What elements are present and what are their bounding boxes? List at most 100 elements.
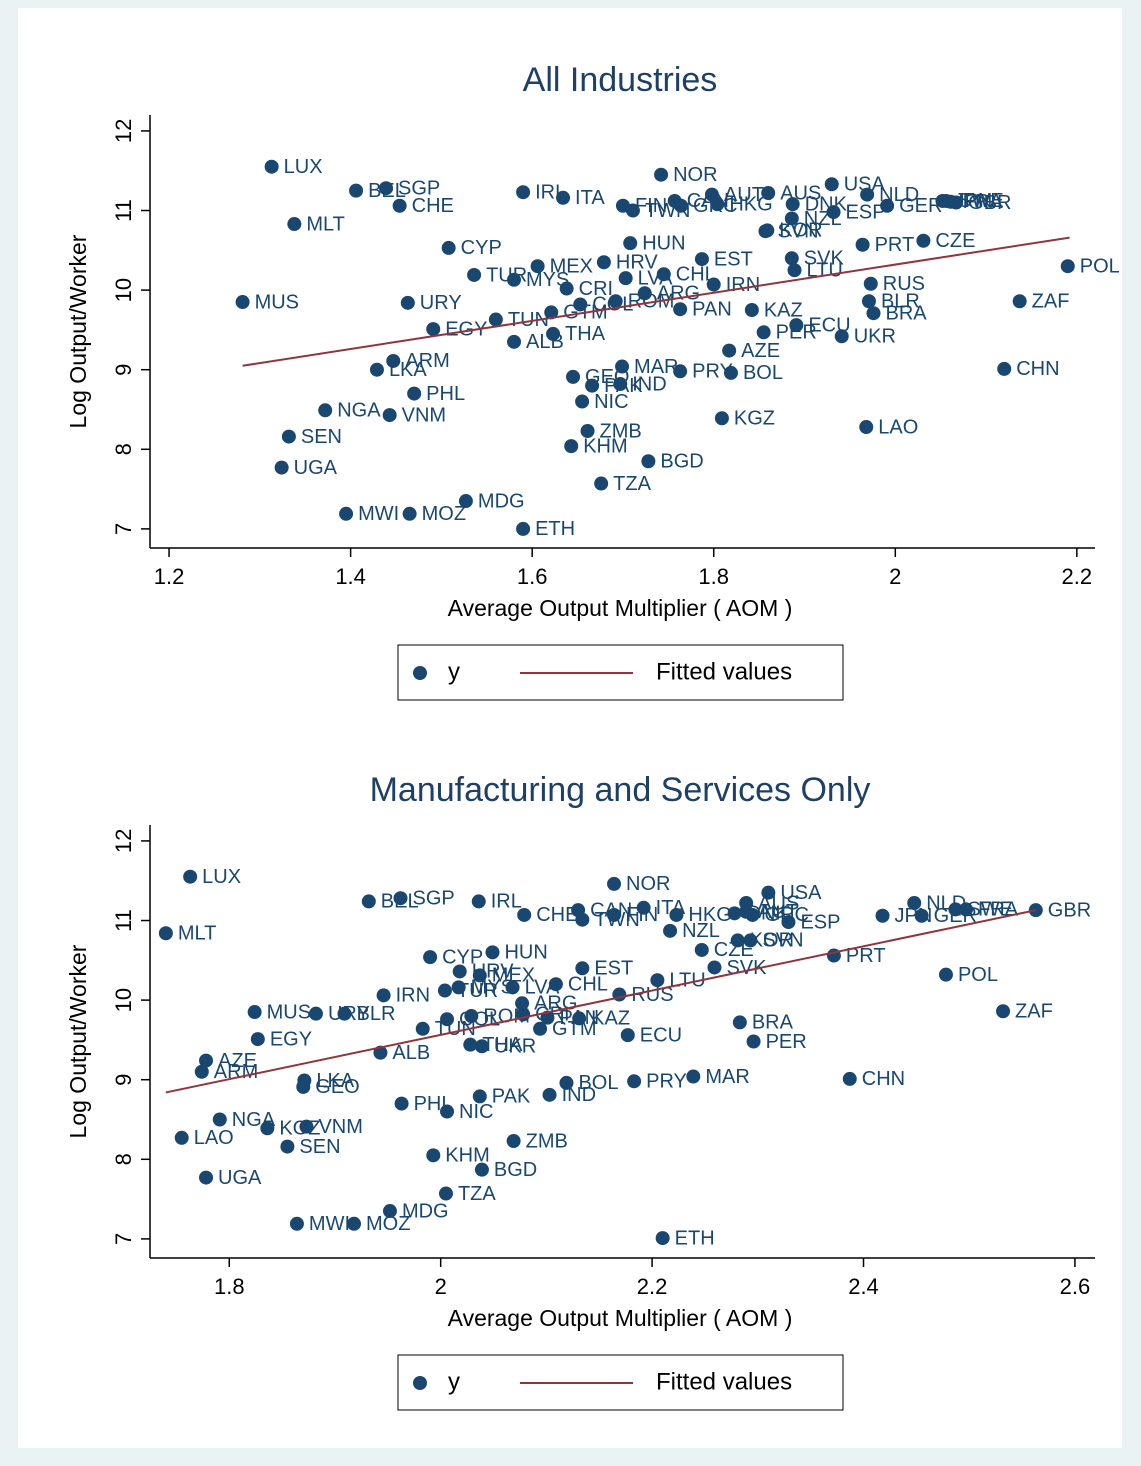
point-label: ESP xyxy=(800,911,840,933)
point-label: GEO xyxy=(315,1076,359,1098)
point xyxy=(784,211,799,226)
point-label: MAR xyxy=(634,356,678,378)
point xyxy=(546,326,561,341)
point xyxy=(347,1216,362,1231)
point xyxy=(607,907,622,922)
y-axis-title: Log Output/Worker xyxy=(65,944,91,1138)
point-label: GBR xyxy=(1048,899,1091,921)
point-label: KOR xyxy=(779,220,822,242)
x-tick-label: 1.8 xyxy=(214,1274,245,1299)
point-label: ARM xyxy=(214,1061,258,1083)
point xyxy=(710,197,725,212)
x-tick-label: 2.6 xyxy=(1060,1274,1091,1299)
point xyxy=(761,186,776,201)
point xyxy=(194,1064,209,1079)
point-label: BGD xyxy=(494,1159,537,1181)
point xyxy=(996,1004,1011,1019)
point-label: GBR xyxy=(968,192,1011,214)
point xyxy=(914,908,929,923)
point-label: IND xyxy=(562,1084,596,1106)
point xyxy=(488,312,503,327)
point-label: MWI xyxy=(309,1213,350,1235)
point xyxy=(842,1071,857,1086)
point-label: TUN xyxy=(508,309,549,331)
point-label: TZA xyxy=(458,1183,496,1205)
point xyxy=(463,1037,478,1052)
point xyxy=(280,1139,295,1154)
point-label: EGY xyxy=(270,1028,312,1050)
point xyxy=(714,411,729,426)
point-label: UGA xyxy=(294,457,338,479)
point xyxy=(761,885,776,900)
x-tick-label: 1.2 xyxy=(154,564,185,589)
point xyxy=(437,983,452,998)
point-label: IRN xyxy=(396,985,430,1007)
point-label: GER xyxy=(899,195,942,217)
point-label: UGA xyxy=(218,1167,262,1189)
point xyxy=(318,403,333,418)
point xyxy=(573,297,588,312)
point xyxy=(339,506,354,521)
y-tick-label: 10 xyxy=(111,988,136,1012)
point-label: SGP xyxy=(398,178,440,200)
point-label: BRA xyxy=(752,1012,794,1034)
point-label: BGD xyxy=(660,451,703,473)
point xyxy=(746,1034,761,1049)
point xyxy=(287,217,302,232)
x-tick-label: 2.2 xyxy=(1062,564,1093,589)
point xyxy=(369,362,384,377)
chart-title: All Industries xyxy=(523,61,718,99)
point xyxy=(440,1012,455,1027)
point xyxy=(485,945,500,960)
point-label: CZE xyxy=(714,939,754,961)
point xyxy=(505,980,520,995)
point xyxy=(515,996,530,1011)
fitted-line xyxy=(165,909,1037,1094)
point xyxy=(289,1216,304,1231)
point xyxy=(625,203,640,218)
point-label: SWE xyxy=(967,899,1013,921)
point-label: MYS xyxy=(471,977,514,999)
point xyxy=(400,295,415,310)
point xyxy=(559,1075,574,1090)
point xyxy=(1012,294,1027,309)
point xyxy=(382,1204,397,1219)
legend-label: y xyxy=(448,658,460,685)
legend-label: Fitted values xyxy=(656,1368,792,1395)
point xyxy=(337,1006,352,1021)
x-tick-label: 2 xyxy=(889,564,901,589)
point xyxy=(458,494,473,509)
point-label: BOL xyxy=(578,1072,618,1094)
y-axis-title: Log Output/Worker xyxy=(65,234,91,428)
point xyxy=(781,915,796,930)
point-label: KGZ xyxy=(279,1118,320,1140)
point xyxy=(739,896,754,911)
point xyxy=(174,1130,189,1145)
point xyxy=(596,255,611,270)
point-label: AUT xyxy=(724,184,764,206)
point xyxy=(722,343,737,358)
point-label: KGZ xyxy=(734,408,775,430)
point xyxy=(452,964,467,979)
point-label: AZE xyxy=(218,1050,257,1072)
point-label: LVA xyxy=(525,977,560,999)
point xyxy=(212,1112,227,1127)
point-label: CHN xyxy=(862,1068,905,1090)
point xyxy=(855,237,870,252)
x-tick-label: 1.6 xyxy=(517,564,548,589)
point-label: MLT xyxy=(178,923,217,945)
point xyxy=(379,181,394,196)
point-label: MDG xyxy=(402,1200,449,1222)
point xyxy=(260,1121,275,1136)
chart-title: Manufacturing and Services Only xyxy=(370,771,871,809)
y-tick-label: 11 xyxy=(111,199,136,222)
point xyxy=(572,1011,587,1026)
point-label: NIC xyxy=(594,391,628,413)
point xyxy=(607,876,622,891)
point-label: BOL xyxy=(743,362,783,384)
point xyxy=(556,190,571,205)
point-label: MDG xyxy=(478,490,525,512)
y-tick-label: 7 xyxy=(111,1233,136,1245)
point xyxy=(834,329,849,344)
point-label: MOZ xyxy=(366,1213,410,1235)
